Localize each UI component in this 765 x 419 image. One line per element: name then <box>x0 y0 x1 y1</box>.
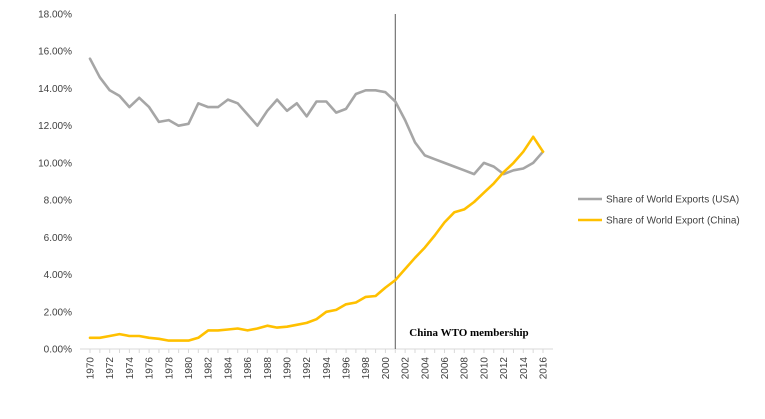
y-tick-label: 16.00% <box>38 47 72 58</box>
y-tick-label: 2.00% <box>44 307 72 318</box>
x-tick-label: 2014 <box>519 357 530 380</box>
x-tick-label: 1980 <box>184 357 195 380</box>
series-lines <box>88 57 545 342</box>
wto-annotation: China WTO membership <box>409 327 528 339</box>
x-axis: 1970 1972 1974 1976 1978 1980 1982 1984 1986 1988… <box>80 348 553 380</box>
y-tick-label: 0.00% <box>44 345 72 356</box>
x-tick-label: 1978 <box>164 357 175 380</box>
y-tick-label: 8.00% <box>44 196 72 207</box>
x-tick-label: 2000 <box>381 357 392 380</box>
series-line-usa <box>88 57 545 176</box>
x-tick-label: 1990 <box>282 357 293 380</box>
x-tick-label: 2012 <box>499 357 510 380</box>
x-tick-label: 1976 <box>145 357 156 380</box>
y-tick-label: 4.00% <box>44 270 72 281</box>
x-tick-label: 2002 <box>401 357 412 380</box>
x-tick-label: 1972 <box>105 357 116 380</box>
y-tick-label: 6.00% <box>44 233 72 244</box>
x-tick-label: 1970 <box>86 357 97 380</box>
y-axis: 0.00% 2.00% 4.00% 6.00% 8.00% 10.00% 12.00% 14.… <box>38 10 72 356</box>
x-tick-label: 2004 <box>420 357 431 380</box>
x-tick-label: 1992 <box>302 357 313 380</box>
legend-label: Share of World Export (China) <box>606 216 740 227</box>
y-tick-label: 10.00% <box>38 158 72 169</box>
x-tick-label: 1984 <box>223 357 234 380</box>
x-tick-label: 1994 <box>322 357 333 380</box>
x-tick-label: 1988 <box>263 357 274 380</box>
x-tick-label: 2016 <box>539 357 550 380</box>
legend-label: Share of World Exports (USA) <box>606 195 739 206</box>
series-line-china <box>88 135 545 342</box>
x-tick-label: 1986 <box>243 357 254 380</box>
x-tick-label: 2006 <box>440 357 451 380</box>
x-tick-label: 1974 <box>125 357 136 380</box>
x-tick-label: 2008 <box>460 357 471 380</box>
x-tick-label: 1996 <box>342 357 353 380</box>
x-tick-label: 1982 <box>204 357 215 380</box>
y-tick-label: 14.00% <box>38 84 72 95</box>
wto-marker: China WTO membership <box>394 14 529 349</box>
legend: Share of World Exports (USA) Share of Wor… <box>578 195 740 227</box>
x-tick-label: 2010 <box>479 357 490 380</box>
y-tick-label: 12.00% <box>38 121 72 132</box>
x-tick-label: 1998 <box>361 357 372 380</box>
y-tick-label: 18.00% <box>38 10 72 21</box>
